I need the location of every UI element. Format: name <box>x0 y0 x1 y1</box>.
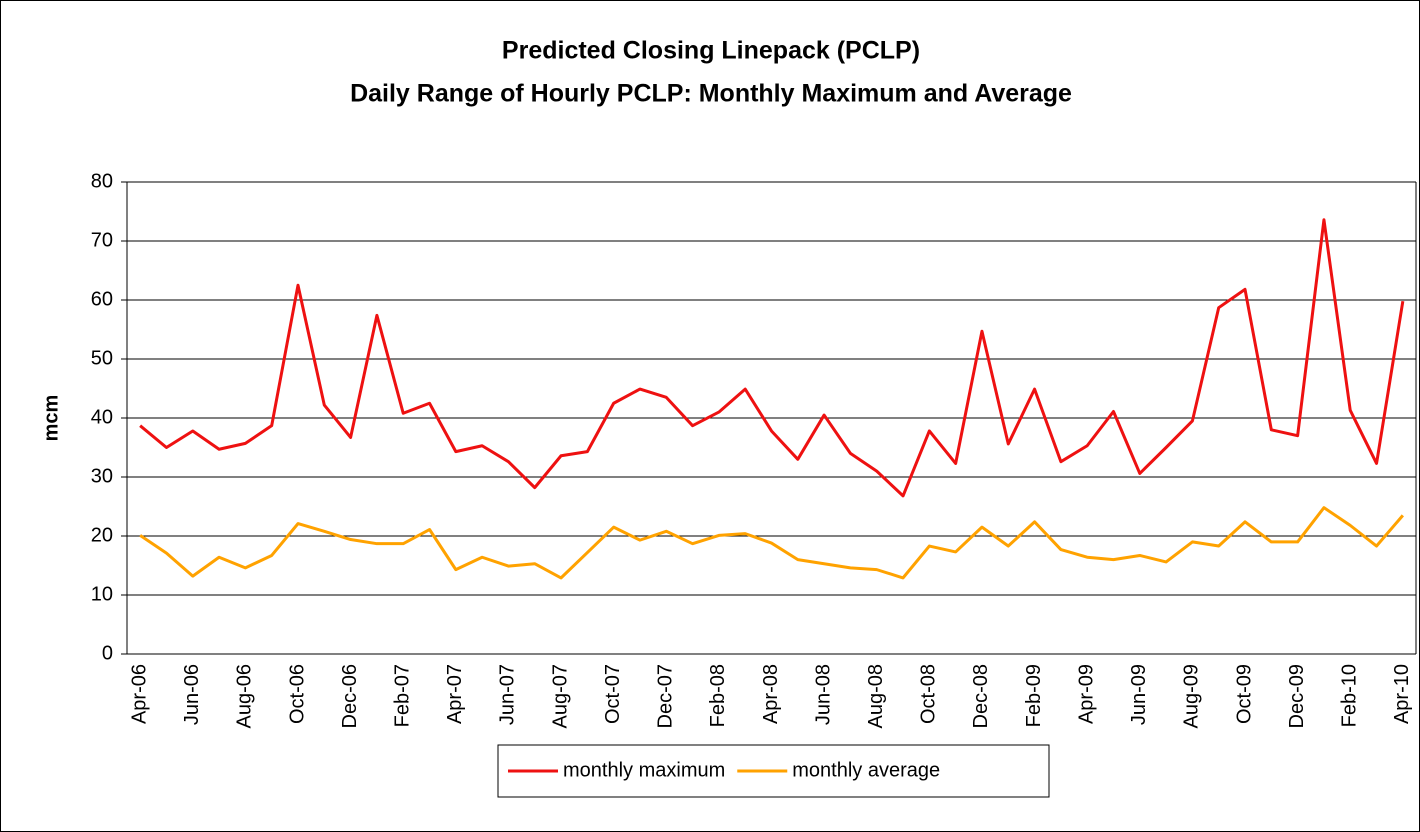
x-tick-label: Oct-08 <box>918 664 940 724</box>
y-tick-label: 50 <box>91 347 113 369</box>
y-tick-label: 10 <box>91 583 113 605</box>
x-tick-label: Jun-06 <box>181 664 203 725</box>
x-tick-label: Aug-08 <box>865 664 887 729</box>
y-axis-label: mcm <box>40 395 62 442</box>
y-tick-label: 20 <box>91 524 113 546</box>
x-tick-label: Feb-08 <box>707 664 729 727</box>
x-tick-label: Jun-08 <box>812 664 834 725</box>
x-tick-label: Feb-10 <box>1339 664 1361 727</box>
x-tick-label: Dec-09 <box>1286 664 1308 728</box>
x-tick-label: Apr-10 <box>1391 664 1413 724</box>
x-tick-label: Apr-09 <box>1075 664 1097 724</box>
x-tick-label: Apr-07 <box>444 664 466 724</box>
x-tick-label: Feb-07 <box>391 664 413 727</box>
x-tick-label: Oct-07 <box>602 664 624 724</box>
y-tick-label: 40 <box>91 406 113 428</box>
x-tick-label: Jun-09 <box>1128 664 1150 725</box>
x-tick-label: Apr-08 <box>760 664 782 724</box>
x-tick-label: Apr-06 <box>128 664 150 724</box>
series-line <box>139 218 1405 498</box>
y-tick-label: 70 <box>91 229 113 251</box>
y-tick-label: 0 <box>102 642 113 664</box>
x-tick-label: Aug-09 <box>1181 664 1203 729</box>
legend-label: monthly average <box>792 759 940 781</box>
y-tick-label: 30 <box>91 465 113 487</box>
y-tick-label: 80 <box>91 170 113 192</box>
chart-title: Predicted Closing Linepack (PCLP) <box>502 37 920 65</box>
chart-subtitle: Daily Range of Hourly PCLP: Monthly Maxi… <box>350 80 1072 108</box>
x-tick-label: Jun-07 <box>497 664 519 725</box>
x-tick-label: Aug-06 <box>234 664 256 729</box>
x-tick-label: Aug-07 <box>549 664 571 729</box>
x-tick-label: Dec-07 <box>655 664 677 728</box>
series-line <box>139 506 1404 580</box>
x-tick-label: Dec-08 <box>970 664 992 728</box>
x-tick-label: Oct-06 <box>286 664 308 724</box>
legend-label: monthly maximum <box>563 759 725 781</box>
x-tick-label: Feb-09 <box>1023 664 1045 727</box>
x-tick-label: Oct-09 <box>1233 664 1255 724</box>
y-tick-label: 60 <box>91 288 113 310</box>
x-tick-label: Dec-06 <box>339 664 361 728</box>
